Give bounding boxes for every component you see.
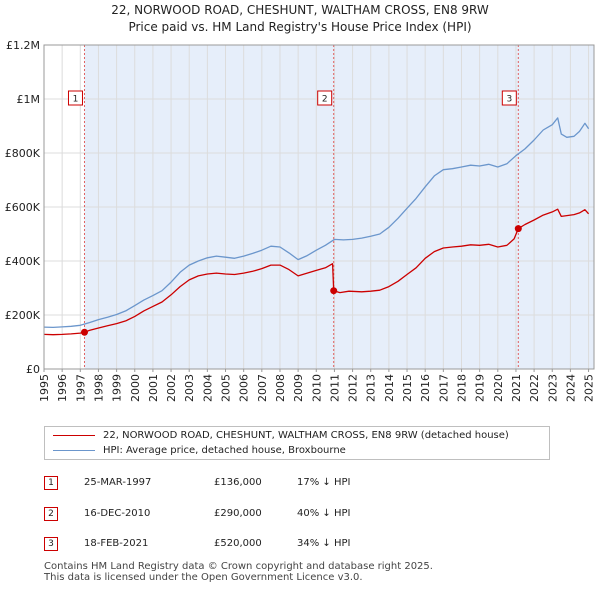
- y-tick-label: £1.2M: [6, 39, 40, 52]
- x-tick-label: 2002: [165, 374, 178, 402]
- y-tick-label: £200K: [5, 309, 41, 322]
- sale-hpi-diff: 34% ↓ HPI: [297, 538, 351, 549]
- x-tick-label: 2024: [564, 374, 577, 402]
- sale-point: [80, 328, 88, 336]
- x-tick-label: 2013: [365, 374, 378, 402]
- sale-marker: 2: [44, 507, 58, 521]
- footer-licence: This data is licensed under the Open Gov…: [44, 572, 363, 583]
- x-tick-label: 1996: [56, 374, 69, 402]
- sale-row: 2 16-DEC-2010 £290,000 40% ↓ HPI: [44, 507, 374, 523]
- x-tick-label: 2018: [455, 374, 468, 402]
- sale-label-number: 2: [322, 95, 328, 105]
- x-tick-label: 1999: [111, 374, 124, 402]
- sale-date: 25-MAR-1997: [84, 477, 152, 488]
- x-tick-label: 2022: [528, 374, 541, 402]
- sale-hpi-diff: 40% ↓ HPI: [297, 508, 351, 519]
- x-tick-label: 2023: [546, 374, 559, 402]
- x-tick-label: 2004: [201, 374, 214, 402]
- title-line-1: 22, NORWOOD ROAD, CHESHUNT, WALTHAM CROS…: [111, 3, 489, 17]
- x-tick-label: 2001: [147, 374, 160, 402]
- x-tick-label: 2015: [401, 374, 414, 402]
- y-tick-label: £400K: [5, 255, 41, 268]
- plot-frame: [43, 44, 595, 370]
- x-tick-label: 2003: [183, 374, 196, 402]
- legend-item-price: 22, NORWOOD ROAD, CHESHUNT, WALTHAM CROS…: [53, 429, 509, 443]
- sale-point: [330, 287, 338, 295]
- sale-label-number: 3: [506, 95, 512, 105]
- legend-swatch-price: [53, 434, 95, 436]
- sale-label-box: [501, 90, 517, 106]
- sale-label-number: 1: [73, 95, 79, 105]
- y-tick-label: £0: [26, 363, 40, 376]
- legend-label-hpi: HPI: Average price, detached house, Brox…: [103, 445, 346, 456]
- y-tick-label: £800K: [5, 147, 41, 160]
- x-tick-label: 1995: [38, 374, 51, 402]
- x-tick-label: 2000: [129, 374, 142, 402]
- sale-date: 18-FEB-2021: [84, 538, 149, 549]
- x-tick-label: 2009: [292, 374, 305, 402]
- legend-label-price: 22, NORWOOD ROAD, CHESHUNT, WALTHAM CROS…: [103, 430, 509, 441]
- x-tick-label: 2011: [328, 374, 341, 402]
- x-tick-label: 2010: [310, 374, 323, 402]
- x-tick-label: 2014: [383, 374, 396, 402]
- y-tick-label: £600K: [5, 201, 41, 214]
- sale-label-box: [67, 90, 83, 106]
- x-tick-label: 2025: [583, 374, 596, 402]
- x-tick-label: 2006: [238, 374, 251, 402]
- sale-price: £136,000: [214, 477, 262, 488]
- x-tick-label: 2016: [419, 374, 432, 402]
- price-chart: 1 2 3 £0 £200K £400K £600K £800K £1M £1.2M 1995 199…: [5, 39, 596, 402]
- legend-item-hpi: HPI: Average price, detached house, Brox…: [53, 444, 346, 458]
- y-tick-label: £1M: [17, 93, 41, 106]
- x-tick-label: 2019: [474, 374, 487, 402]
- sale-marker: 3: [44, 537, 58, 551]
- footer-copyright: Contains HM Land Registry data © Crown c…: [44, 561, 433, 572]
- x-tick-label: 1997: [74, 374, 87, 402]
- x-tick-label: 2008: [274, 374, 287, 402]
- x-tick-label: 2012: [347, 374, 360, 402]
- sale-row: 3 18-FEB-2021 £520,000 34% ↓ HPI: [44, 537, 374, 553]
- title-line-2: Price paid vs. HM Land Registry's House …: [128, 20, 472, 34]
- hpi-line: [43, 117, 590, 329]
- sale-marker: 1: [44, 476, 58, 490]
- sale-date: 16-DEC-2010: [84, 508, 151, 519]
- sale-hpi-diff: 17% ↓ HPI: [297, 477, 351, 488]
- footer: Contains HM Land Registry data © Crown c…: [44, 561, 433, 583]
- x-tick-label: 2005: [220, 374, 233, 402]
- sale-point: [514, 225, 522, 233]
- legend-swatch-hpi: [53, 449, 95, 451]
- legend: 22, NORWOOD ROAD, CHESHUNT, WALTHAM CROS…: [44, 426, 550, 460]
- sale-price: £520,000: [214, 538, 262, 549]
- x-tick-label: 2021: [510, 374, 523, 402]
- sale-price: £290,000: [214, 508, 262, 519]
- sale-row: 1 25-MAR-1997 £136,000 17% ↓ HPI: [44, 476, 374, 492]
- x-tick-label: 2020: [492, 374, 505, 402]
- sale-label-box: [317, 90, 333, 106]
- x-tick-label: 1998: [92, 374, 105, 402]
- x-tick-label: 2007: [256, 374, 269, 402]
- x-tick-label: 2017: [437, 374, 450, 402]
- chart-title: 22, NORWOOD ROAD, CHESHUNT, WALTHAM CROS…: [0, 2, 600, 36]
